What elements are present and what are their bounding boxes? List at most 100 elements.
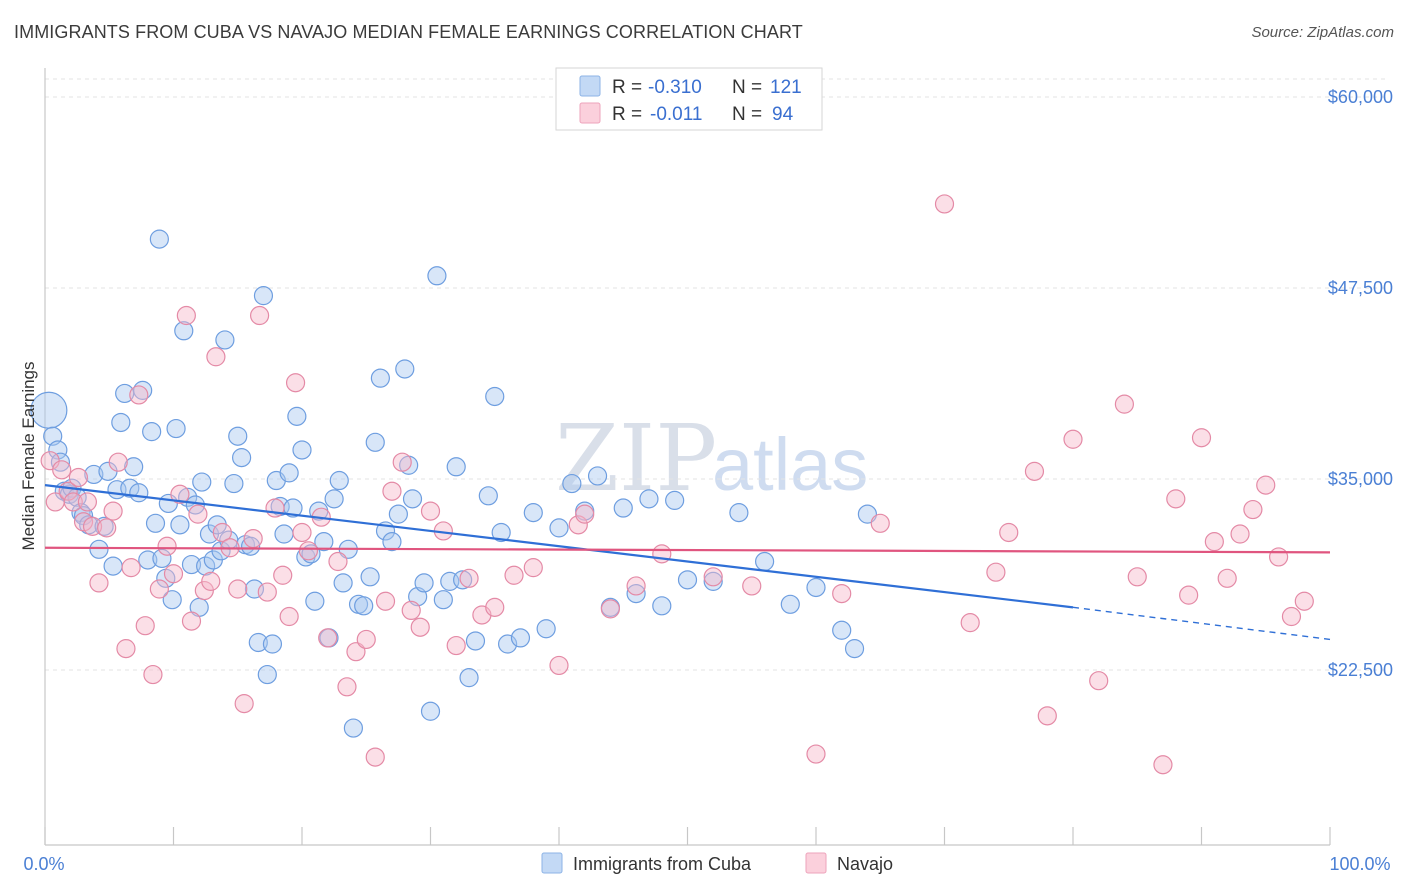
cuba-point-44 [215, 330, 235, 350]
navajo-point-31 [234, 694, 254, 714]
cuba-point-92 [453, 570, 473, 590]
cuba-point-23 [138, 550, 158, 570]
navajo-point-33 [249, 305, 270, 326]
navajo-point-75 [999, 522, 1019, 543]
bottom-legend-label-navajo: Navajo [837, 854, 893, 874]
cuba-point-100 [523, 503, 543, 523]
cuba-point-59 [279, 463, 299, 483]
navajo-point-43 [328, 551, 348, 572]
navajo-point-79 [1089, 671, 1109, 691]
source-label: Source: ZipAtlas.com [1251, 24, 1394, 41]
navajo-point-70 [832, 583, 852, 604]
y-tick-labels: $22,500 $35,000 $47,500 $60,000 [1328, 87, 1393, 680]
navajo-point-49 [382, 481, 402, 501]
navajo-point-71 [870, 513, 890, 533]
legend-swatch-navajo [579, 102, 601, 124]
bottom-legend-label-cuba: Immigrants from Cuba [573, 854, 752, 874]
navajo-point-63 [575, 504, 595, 524]
cuba-point-50 [241, 536, 261, 556]
navajo-point-10 [97, 518, 117, 538]
navajo-point-88 [1230, 524, 1250, 544]
navajo-point-47 [365, 747, 385, 767]
series-immigrants-from-cuba [30, 229, 878, 738]
navajo-point-30 [228, 579, 248, 599]
navajo-point-2 [52, 460, 72, 480]
navajo-point-59 [504, 565, 524, 585]
cuba-point-87 [420, 701, 441, 721]
navajo-point-23 [181, 611, 202, 631]
navajo-point-80 [1114, 394, 1135, 414]
cuba-point-53 [253, 286, 274, 306]
navajo-point-26 [201, 571, 221, 591]
cuba-point-26 [149, 229, 169, 249]
cuba-point-96 [485, 386, 505, 407]
bottom-legend-swatch-navajo [805, 852, 827, 874]
cuba-point-62 [292, 440, 312, 460]
legend-n-value-cuba: 121 [770, 77, 802, 98]
navajo-point-5 [68, 467, 89, 488]
cuba-point-75 [354, 596, 374, 616]
y-tick-label-0: $22,500 [1328, 660, 1393, 680]
cuba-point-76 [360, 567, 380, 587]
cuba-point-109 [639, 489, 659, 509]
cuba-point-84 [402, 489, 423, 509]
navajo-point-82 [1153, 755, 1173, 775]
cuba-point-61 [287, 406, 307, 426]
navajo-point-50 [392, 452, 412, 472]
watermark-atlas: atlas [712, 423, 868, 506]
legend-n-label-navajo: N = [732, 104, 762, 125]
legend-n-label-cuba: N = [732, 77, 762, 98]
legend-n-value-navajo: 94 [772, 104, 794, 125]
cuba-point-105 [587, 466, 608, 486]
navajo-point-81 [1127, 567, 1147, 587]
cuba-point-119 [844, 639, 865, 659]
navajo-point-18 [149, 579, 169, 599]
cuba-point-103 [562, 473, 582, 494]
cuba-point-99 [510, 628, 531, 648]
cuba-point-12 [89, 539, 109, 559]
navajo-point-8 [82, 516, 103, 536]
cuba-point-38 [192, 472, 212, 492]
navajo-point-87 [1217, 568, 1237, 588]
cuba-point-65 [305, 591, 325, 611]
legend-r-label-cuba: R = [612, 77, 642, 98]
y-tick-label-2: $47,500 [1328, 278, 1393, 298]
cuba-point-108 [626, 583, 646, 604]
navajo-point-51 [401, 600, 421, 621]
cuba-point-54 [257, 664, 277, 685]
navajo-point-91 [1268, 547, 1289, 567]
navajo-point-19 [157, 536, 177, 556]
cuba-point-27 [152, 548, 172, 569]
cuba-point-39 [196, 556, 216, 576]
cuba-point-112 [677, 570, 698, 590]
cuba-point-114 [729, 503, 749, 523]
cuba-point-115 [754, 551, 775, 572]
navajo-point-45 [346, 642, 366, 662]
cuba-point-110 [652, 596, 672, 616]
navajo-point-76 [1024, 461, 1045, 481]
legend-r-value-navajo: -0.011 [650, 104, 702, 125]
legend-r-value-cuba: -0.310 [648, 77, 702, 98]
cuba-point-15 [103, 556, 123, 576]
cuba-point-107 [613, 498, 633, 518]
navajo-point-34 [257, 582, 277, 602]
navajo-point-12 [108, 452, 128, 472]
navajo-point-44 [337, 677, 357, 697]
navajo-point-48 [375, 591, 396, 611]
trend-line-cuba [44, 484, 1074, 609]
navajo-point-40 [298, 541, 319, 561]
cuba-point-97 [491, 522, 511, 543]
navajo-point-68 [742, 576, 762, 596]
cuba-point-89 [433, 590, 453, 610]
cuba-point-55 [262, 634, 283, 654]
cuba-point-91 [446, 457, 466, 477]
navajo-point-65 [626, 576, 646, 596]
cuba-point-82 [395, 359, 415, 379]
cuba-point-30 [162, 590, 182, 610]
navajo-point-9 [89, 573, 109, 593]
cuba-point-3 [50, 452, 71, 472]
navajo-point-46 [356, 629, 376, 650]
cuba-point-33 [174, 321, 194, 341]
cuba-point-71 [333, 573, 353, 593]
cuba-point-101 [536, 619, 556, 639]
